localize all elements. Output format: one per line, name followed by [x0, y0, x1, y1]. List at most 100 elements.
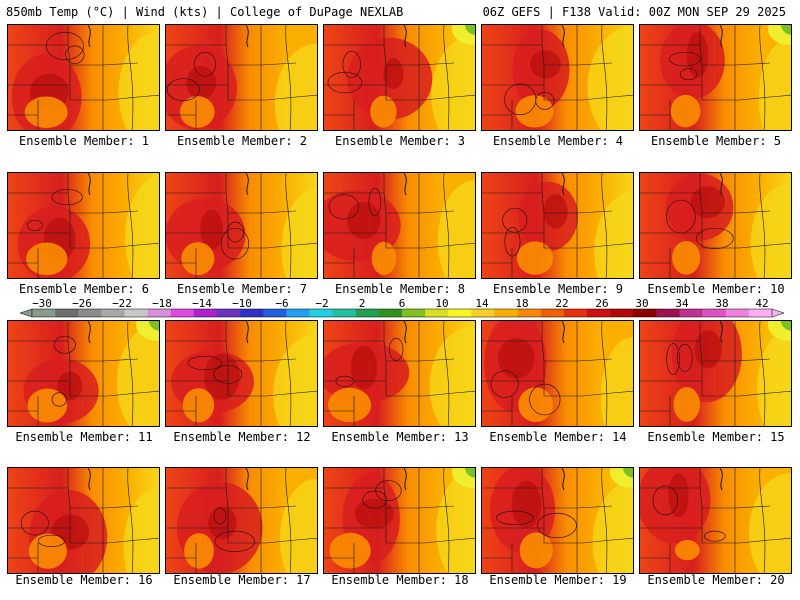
temperature-map: [482, 321, 633, 426]
temperature-map: [166, 321, 317, 426]
ensemble-map-panel-6: [7, 172, 160, 279]
temperature-map: [640, 468, 791, 573]
temperature-map: [166, 173, 317, 278]
colorbar-tick-label: −18: [152, 297, 172, 310]
temperature-map: [8, 25, 159, 130]
temperature-map: [640, 25, 791, 130]
colorbar-segment: [448, 309, 472, 317]
temperature-map: [482, 468, 633, 573]
ensemble-map-panel-11: [7, 320, 160, 427]
colorbar-tick-label: 26: [595, 297, 608, 310]
ensemble-member-label: Ensemble Member: 20: [647, 573, 785, 587]
colorbar-segment: [101, 309, 125, 317]
ensemble-map-panel-3: [323, 24, 476, 131]
colorbar-tick-label: −30: [32, 297, 52, 310]
ensemble-member-label: Ensemble Member: 15: [647, 430, 785, 444]
temperature-map: [482, 173, 633, 278]
colorbar-segment: [147, 309, 172, 317]
colorbar-tick-label: 2: [359, 297, 366, 310]
ensemble-member-label: Ensemble Member: 12: [173, 430, 311, 444]
colorbar-segment: [517, 309, 542, 317]
ensemble-map-panel-17: [165, 467, 318, 574]
ensemble-member-label: Ensemble Member: 19: [489, 573, 627, 587]
colorbar-segment: [471, 309, 495, 317]
colorbar-segment: [263, 309, 287, 317]
ensemble-member-label: Ensemble Member: 3: [334, 134, 466, 148]
ensemble-map-panel-20: [639, 467, 792, 574]
ensemble-member-label: Ensemble Member: 17: [173, 573, 311, 587]
colorbar-segment: [679, 309, 703, 317]
colorbar-segment: [332, 309, 357, 317]
ensemble-map-panel-16: [7, 467, 160, 574]
ensemble-map-panel-12: [165, 320, 318, 427]
colorbar-segment: [725, 309, 750, 317]
colorbar-tick-label: 34: [675, 297, 689, 310]
colorbar-tick-label: −2: [315, 297, 328, 310]
colorbar-segment: [633, 309, 657, 317]
colorbar-segment: [217, 309, 241, 317]
colorbar-segment: [32, 309, 56, 317]
temperature-map: [8, 173, 159, 278]
temperature-colorbar: −30 −26 −22 −18 −14 −10 −6 −2 2 6 10 14 18 22 26 30 34 38…: [19, 297, 785, 318]
ensemble-map-panel-18: [323, 467, 476, 574]
temperature-map: [324, 468, 475, 573]
ensemble-member-label: Ensemble Member: 7: [176, 282, 308, 296]
colorbar-segment: [540, 309, 565, 317]
temperature-map: [8, 468, 159, 573]
colorbar-tick-label: 18: [515, 297, 528, 310]
temperature-map: [324, 321, 475, 426]
ensemble-member-label: Ensemble Member: 14: [489, 430, 627, 444]
colorbar-segment: [170, 309, 195, 317]
colorbar-segment: [286, 309, 310, 317]
ensemble-member-label: Ensemble Member: 5: [650, 134, 782, 148]
colorbar-tick-label: 10: [435, 297, 448, 310]
ensemble-map-panel-4: [481, 24, 634, 131]
colorbar-segment: [240, 309, 264, 317]
temperature-map: [324, 173, 475, 278]
colorbar-segment: [702, 309, 727, 317]
ensemble-map-panel-15: [639, 320, 792, 427]
colorbar-left-arrow: [19, 308, 33, 318]
temperature-map: [166, 468, 317, 573]
temperature-map: [482, 25, 633, 130]
colorbar-segment: [494, 309, 518, 317]
temperature-map: [166, 25, 317, 130]
colorbar-segment: [563, 309, 588, 317]
ensemble-member-label: Ensemble Member: 13: [331, 430, 469, 444]
colorbar-tick-label: 38: [715, 297, 728, 310]
colorbar-right-arrow: [771, 308, 785, 318]
ensemble-map-panel-13: [323, 320, 476, 427]
colorbar-segment: [425, 309, 449, 317]
ensemble-member-label: Ensemble Member: 2: [176, 134, 308, 148]
ensemble-member-label: Ensemble Member: 1: [18, 134, 150, 148]
ensemble-map-panel-2: [165, 24, 318, 131]
colorbar-segment: [748, 309, 773, 317]
ensemble-map-panel-14: [481, 320, 634, 427]
colorbar-segment: [193, 309, 218, 317]
colorbar-tick-label: −14: [192, 297, 212, 310]
ensemble-map-panel-5: [639, 24, 792, 131]
temperature-map: [324, 25, 475, 130]
ensemble-member-label: Ensemble Member: 16: [15, 573, 153, 587]
colorbar-tick-label: 42: [755, 297, 768, 310]
colorbar-segment: [378, 309, 403, 317]
colorbar-tick-label: 6: [399, 297, 406, 310]
colorbar-segment: [55, 309, 79, 317]
ensemble-map-panel-9: [481, 172, 634, 279]
ensemble-member-label: Ensemble Member: 8: [334, 282, 466, 296]
colorbar-tick-label: −22: [112, 297, 132, 310]
colorbar-segment: [610, 309, 634, 317]
ensemble-member-label: Ensemble Member: 18: [331, 573, 469, 587]
colorbar-tick-label: −10: [232, 297, 252, 310]
header-left-title: 850mb Temp (°C) | Wind (kts) | College o…: [6, 5, 404, 19]
ensemble-map-panel-10: [639, 172, 792, 279]
colorbar-tick-label: −6: [275, 297, 288, 310]
colorbar-tick-label: 14: [475, 297, 489, 310]
colorbar-segment: [587, 309, 611, 317]
ensemble-map-panel-1: [7, 24, 160, 131]
ensemble-map-panel-19: [481, 467, 634, 574]
ensemble-member-label: Ensemble Member: 10: [647, 282, 785, 296]
colorbar-tick-label: −26: [72, 297, 92, 310]
ensemble-member-label: Ensemble Member: 6: [18, 282, 150, 296]
colorbar-segment: [656, 309, 680, 317]
